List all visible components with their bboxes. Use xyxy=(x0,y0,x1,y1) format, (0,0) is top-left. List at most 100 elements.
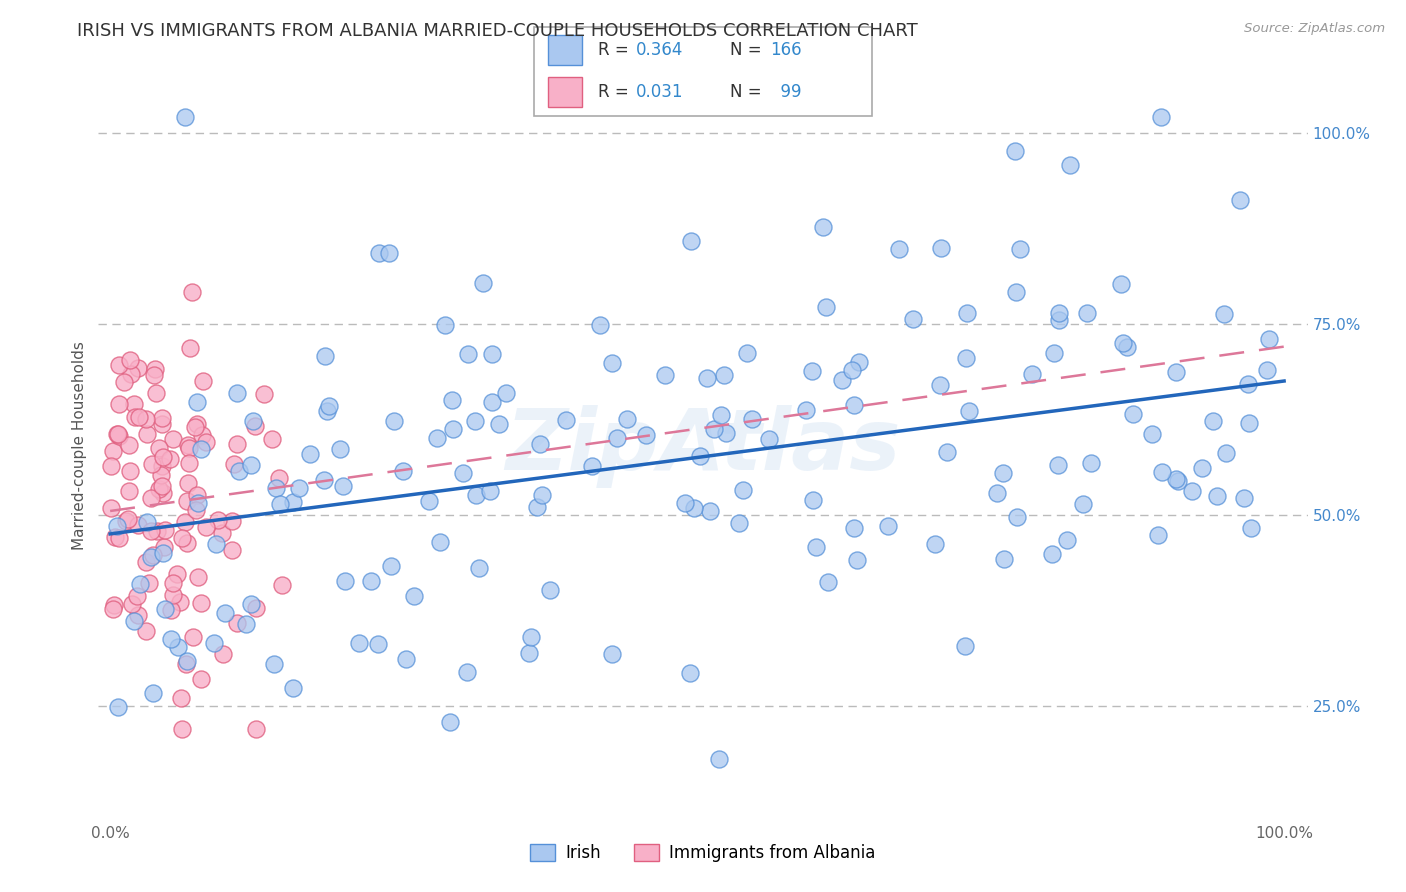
Point xyxy=(153,601,176,615)
Text: 166: 166 xyxy=(770,41,801,59)
Point xyxy=(207,512,229,526)
Point xyxy=(176,494,198,508)
Point xyxy=(329,442,352,456)
Point xyxy=(538,583,561,598)
Point xyxy=(269,497,291,511)
Point xyxy=(794,402,817,417)
Point xyxy=(152,450,174,464)
Point xyxy=(817,575,839,590)
Point xyxy=(380,559,402,574)
Point xyxy=(235,616,257,631)
Point xyxy=(143,361,166,376)
Point xyxy=(224,457,246,471)
Point xyxy=(153,523,176,537)
Point xyxy=(931,241,953,255)
Point xyxy=(135,556,157,570)
Point xyxy=(108,358,131,372)
Point xyxy=(959,403,981,417)
Point xyxy=(181,631,204,645)
Point xyxy=(141,457,163,471)
Point xyxy=(177,456,200,470)
Point xyxy=(1206,489,1229,503)
Point xyxy=(713,368,735,383)
Point xyxy=(107,397,129,411)
Point xyxy=(162,432,184,446)
Point xyxy=(174,515,197,529)
Point xyxy=(253,387,276,401)
Point xyxy=(100,458,122,473)
Point xyxy=(312,473,335,487)
Point xyxy=(429,535,451,549)
Point xyxy=(402,590,425,604)
Point xyxy=(136,515,159,529)
Point xyxy=(101,443,124,458)
Point xyxy=(526,500,548,515)
Point xyxy=(167,640,190,654)
Point xyxy=(846,553,869,567)
Point xyxy=(728,516,751,531)
Point xyxy=(128,409,150,424)
Point xyxy=(225,616,247,631)
Point xyxy=(367,637,389,651)
Point xyxy=(118,464,141,478)
Point xyxy=(107,426,129,441)
Point xyxy=(150,417,173,432)
Point xyxy=(152,546,174,560)
Point xyxy=(145,386,167,401)
Point xyxy=(433,318,456,332)
Point xyxy=(212,647,235,661)
Point xyxy=(202,636,225,650)
Point xyxy=(148,482,170,496)
Point xyxy=(1059,158,1081,172)
Point xyxy=(481,395,503,409)
Point xyxy=(159,452,181,467)
Point xyxy=(391,464,413,478)
Point xyxy=(439,714,461,729)
Point xyxy=(162,576,184,591)
Point xyxy=(101,602,124,616)
Text: 99: 99 xyxy=(770,83,801,101)
Point xyxy=(159,603,181,617)
Point xyxy=(683,501,706,516)
Point xyxy=(174,657,197,671)
Point xyxy=(245,600,267,615)
Point xyxy=(243,418,266,433)
Point xyxy=(1213,306,1236,320)
Point xyxy=(299,446,322,460)
Point xyxy=(1040,547,1063,561)
Point xyxy=(129,577,152,591)
Point xyxy=(108,428,131,442)
Point xyxy=(735,345,758,359)
Point xyxy=(581,458,603,473)
Point xyxy=(1229,193,1251,207)
Point xyxy=(136,426,159,441)
Point xyxy=(124,614,146,628)
Point xyxy=(127,518,149,533)
Text: 0.364: 0.364 xyxy=(636,41,683,59)
Point xyxy=(472,276,495,290)
Point xyxy=(221,542,243,557)
FancyBboxPatch shape xyxy=(548,35,582,65)
Point xyxy=(179,341,201,355)
Point xyxy=(263,657,285,671)
Point xyxy=(530,488,553,502)
Point xyxy=(1181,484,1204,499)
Point xyxy=(107,426,129,441)
Point xyxy=(1047,313,1070,327)
Point xyxy=(107,700,129,714)
Point xyxy=(367,246,389,260)
Point xyxy=(225,385,247,400)
Point xyxy=(267,470,290,484)
Text: 0.031: 0.031 xyxy=(636,83,683,101)
Point xyxy=(211,525,233,540)
Point xyxy=(418,493,440,508)
Point xyxy=(709,752,731,766)
Point xyxy=(228,464,250,478)
Point xyxy=(1237,416,1260,430)
Point xyxy=(520,630,543,644)
Point xyxy=(495,386,517,401)
Point xyxy=(616,412,638,426)
Point xyxy=(162,588,184,602)
Point xyxy=(986,486,1008,500)
Point xyxy=(195,434,218,449)
